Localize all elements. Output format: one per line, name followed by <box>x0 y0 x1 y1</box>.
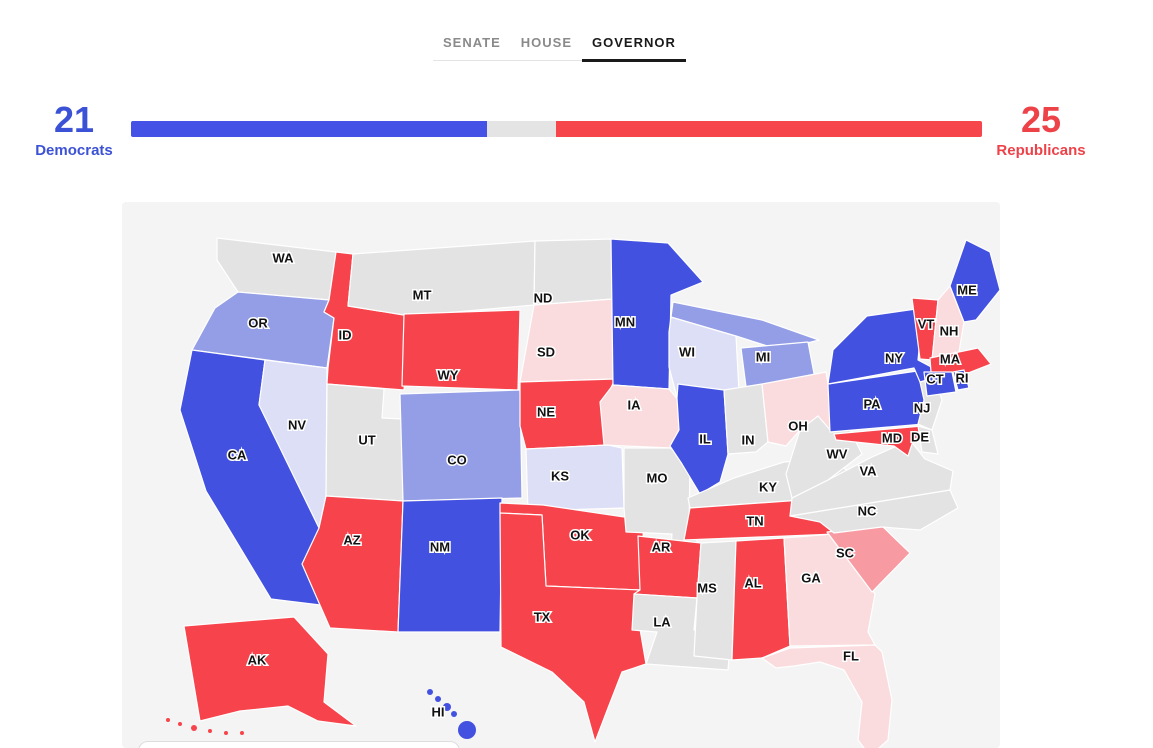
chamber-tabs: SENATE HOUSE GOVERNOR <box>433 27 686 62</box>
us-map-panel: WA OR CA NV ID MT WY UT CO AZ NM ND SD NE KS OK TX MN IA MO… <box>122 202 1000 748</box>
state-HI[interactable] <box>458 721 476 739</box>
bar-rep <box>555 121 982 137</box>
state-IA[interactable] <box>599 384 683 449</box>
state-HI[interactable] <box>435 696 441 702</box>
state-KS[interactable] <box>525 444 625 512</box>
republican-label: Republicans <box>996 142 1086 159</box>
state-ME[interactable] <box>949 239 1000 323</box>
state-HI[interactable] <box>443 703 451 711</box>
state-FL[interactable] <box>761 644 893 748</box>
tab-senate[interactable]: SENATE <box>443 35 501 50</box>
seat-balance-bar <box>131 121 982 137</box>
bar-other <box>486 121 556 137</box>
state-AK[interactable] <box>166 718 170 722</box>
state-AK[interactable] <box>240 731 244 735</box>
state-NC[interactable] <box>789 489 959 534</box>
state-WA[interactable] <box>216 237 337 301</box>
republican-count: 25 <box>1020 99 1062 140</box>
state-label-HI: HI <box>432 705 445 720</box>
state-ND[interactable] <box>533 238 614 306</box>
state-WY[interactable] <box>401 309 521 391</box>
state-HI[interactable] <box>451 711 457 717</box>
democrat-score: 21 Democrats <box>26 99 122 160</box>
state-AK[interactable] <box>178 722 182 726</box>
state-AK[interactable] <box>224 731 228 735</box>
state-VA[interactable] <box>789 439 954 517</box>
state-MT[interactable] <box>347 240 536 317</box>
state-RI[interactable] <box>952 369 970 391</box>
map-bottom-panel[interactable] <box>138 741 460 748</box>
state-DE[interactable] <box>917 425 939 455</box>
state-AK[interactable] <box>191 725 197 731</box>
state-MS[interactable] <box>693 540 737 661</box>
bar-dem <box>131 121 487 137</box>
democrat-count: 21 <box>53 99 95 140</box>
state-SD[interactable] <box>519 298 616 383</box>
state-AK[interactable] <box>183 616 357 727</box>
state-CT[interactable] <box>923 371 957 397</box>
state-CO[interactable] <box>399 389 523 502</box>
state-NH[interactable] <box>931 285 965 365</box>
state-NM[interactable] <box>397 497 503 633</box>
state-AL[interactable] <box>731 537 791 661</box>
state-AK[interactable] <box>208 729 212 733</box>
state-MA[interactable] <box>929 347 992 374</box>
state-TX[interactable] <box>499 512 647 743</box>
state-UT[interactable] <box>325 383 404 502</box>
democrat-label: Democrats <box>35 142 113 159</box>
tab-house[interactable]: HOUSE <box>520 35 572 50</box>
state-HI[interactable] <box>427 689 433 695</box>
state-IN[interactable] <box>723 383 769 455</box>
tab-governor[interactable]: GOVERNOR <box>582 27 686 62</box>
republican-score: 25 Republicans <box>993 99 1089 160</box>
state-AR[interactable] <box>633 535 702 599</box>
